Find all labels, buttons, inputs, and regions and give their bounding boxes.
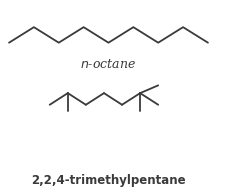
Text: $n$-octane: $n$-octane — [80, 57, 136, 71]
Text: 2,2,4-trimethylpentane: 2,2,4-trimethylpentane — [31, 174, 185, 187]
